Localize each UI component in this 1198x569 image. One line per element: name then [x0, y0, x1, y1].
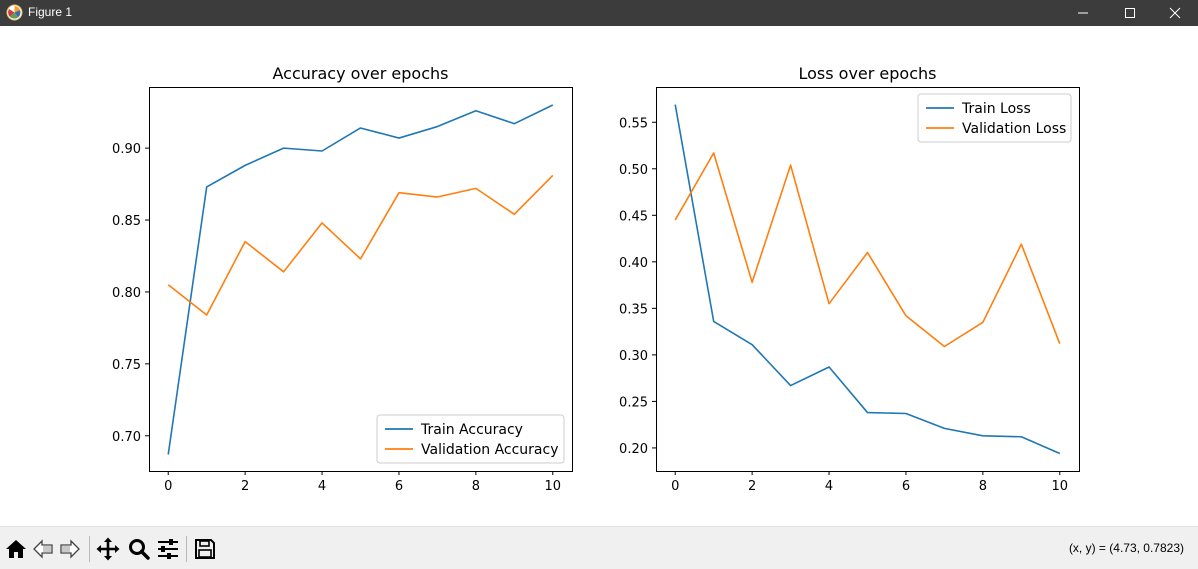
minimize-button[interactable] — [1060, 0, 1106, 26]
pan-button[interactable] — [94, 535, 122, 563]
forward-icon — [60, 539, 80, 559]
figure-svg: Accuracy over epochs 0 2 4 6 8 10 0.70 0.75 0.80 0… — [112, 64, 1080, 494]
maximize-icon — [1125, 8, 1135, 18]
plot-frame — [656, 87, 1080, 472]
home-icon — [6, 540, 26, 558]
configure-subplots-button[interactable] — [154, 535, 182, 563]
x-tick-label: 0 — [671, 479, 679, 494]
axes-1: Accuracy over epochs 0 2 4 6 8 10 0.70 0.75 0.80 0… — [112, 64, 573, 494]
navigation-toolbar: (x, y) = (4.73, 0.7823) — [0, 526, 1198, 569]
series-line-validation — [167, 174, 554, 316]
y-tick-label: 0.50 — [619, 163, 648, 178]
chart-title: Accuracy over epochs — [273, 64, 449, 83]
toolbar-separator — [186, 536, 187, 562]
toolbar-separator — [89, 536, 90, 562]
y-tick-label: 0.45 — [619, 209, 648, 224]
cursor-coordinates: (x, y) = (4.73, 0.7823) — [1068, 541, 1184, 555]
pan-icon — [96, 537, 120, 561]
x-tick-label: 0 — [164, 479, 172, 494]
y-tick-label: 0.55 — [619, 116, 648, 131]
save-icon — [195, 539, 215, 559]
axes-2: Loss over epochs 0 2 4 6 8 10 0.20 0.25 0.30 0.35 0… — [619, 64, 1080, 494]
minimize-icon — [1078, 12, 1088, 14]
x-tick-label: 2 — [748, 479, 756, 494]
y-tick-label: 0.80 — [112, 286, 141, 301]
x-tick-label: 4 — [825, 479, 833, 494]
series-line-validation — [674, 152, 1061, 348]
y-tick-label: 0.70 — [112, 430, 141, 445]
zoom-button[interactable] — [125, 535, 153, 563]
y-tick-label: 0.30 — [619, 349, 648, 364]
maximize-button[interactable] — [1107, 0, 1153, 26]
legend-box — [917, 93, 1072, 143]
y-tick-label: 0.90 — [112, 142, 141, 157]
legend-label-train: Train Loss — [961, 101, 1031, 117]
figure-canvas[interactable]: Accuracy over epochs 0 2 4 6 8 10 0.70 0.75 0.80 0… — [0, 26, 1198, 526]
y-tick-label: 0.40 — [619, 256, 648, 271]
legend: Train Accuracy Validation Accuracy — [376, 414, 565, 464]
series-line-train — [674, 104, 1061, 455]
legend-box — [376, 414, 565, 464]
x-tick-label: 8 — [979, 479, 987, 494]
x-tick-label: 10 — [1051, 479, 1068, 494]
back-icon — [33, 539, 53, 559]
zoom-icon — [129, 539, 150, 560]
x-tick-label: 4 — [318, 479, 326, 494]
forward-button[interactable] — [56, 535, 84, 563]
x-tick-label: 2 — [241, 479, 249, 494]
plot-frame — [149, 87, 573, 472]
x-tick-label: 10 — [544, 479, 561, 494]
save-button[interactable] — [191, 535, 219, 563]
configure-subplots-icon — [158, 539, 178, 559]
legend-label-train: Train Accuracy — [420, 422, 523, 438]
home-button[interactable] — [2, 535, 30, 563]
y-tick-label: 0.20 — [619, 442, 648, 457]
legend: Train Loss Validation Loss — [917, 93, 1072, 143]
series-line-train — [167, 104, 554, 455]
close-icon — [1169, 7, 1181, 19]
window-titlebar: Figure 1 — [0, 0, 1198, 26]
x-tick-label: 8 — [472, 479, 480, 494]
close-button[interactable] — [1152, 0, 1198, 26]
chart-title: Loss over epochs — [798, 64, 936, 83]
x-tick-label: 6 — [395, 479, 403, 494]
y-tick-label: 0.85 — [112, 214, 141, 229]
y-tick-label: 0.25 — [619, 395, 648, 410]
y-tick-label: 0.35 — [619, 302, 648, 317]
legend-label-validation: Validation Accuracy — [421, 442, 559, 458]
legend-label-validation: Validation Loss — [962, 121, 1066, 137]
matplotlib-logo-icon — [6, 4, 23, 21]
back-button[interactable] — [29, 535, 57, 563]
window-title: Figure 1 — [28, 5, 73, 19]
x-tick-label: 6 — [902, 479, 910, 494]
y-tick-label: 0.75 — [112, 358, 141, 373]
